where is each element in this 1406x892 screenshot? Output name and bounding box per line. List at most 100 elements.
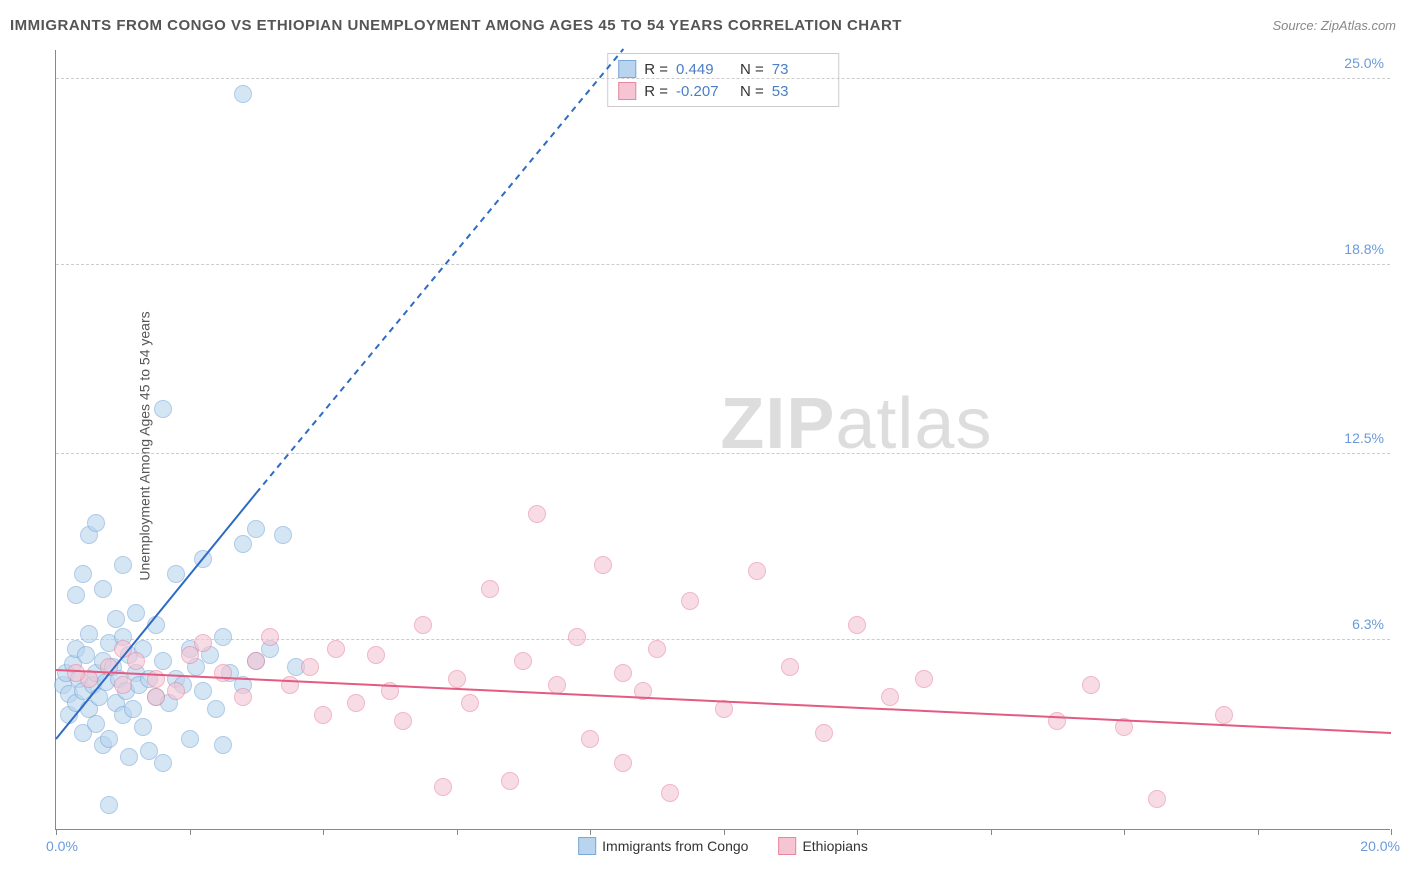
- data-point: [100, 796, 118, 814]
- data-point: [100, 730, 118, 748]
- x-tick: [991, 829, 992, 835]
- data-point: [501, 772, 519, 790]
- n-value-ethiopians: 53: [772, 83, 828, 100]
- n-label: N =: [740, 83, 764, 100]
- data-point: [247, 520, 265, 538]
- x-tick: [457, 829, 458, 835]
- x-tick: [590, 829, 591, 835]
- data-point: [87, 514, 105, 532]
- y-tick-label: 12.5%: [1344, 430, 1384, 446]
- data-point: [234, 688, 252, 706]
- data-point: [528, 505, 546, 523]
- legend-label-ethiopians: Ethiopians: [802, 838, 867, 854]
- data-point: [114, 556, 132, 574]
- data-point: [234, 85, 252, 103]
- swatch-congo: [618, 60, 636, 78]
- data-point: [114, 640, 132, 658]
- chart-header: IMMIGRANTS FROM CONGO VS ETHIOPIAN UNEMP…: [10, 10, 1396, 40]
- data-point: [181, 730, 199, 748]
- legend-label-congo: Immigrants from Congo: [602, 838, 748, 854]
- series-legend: Immigrants from Congo Ethiopians: [578, 837, 868, 855]
- data-point: [848, 616, 866, 634]
- data-point: [154, 652, 172, 670]
- x-tick-max: 20.0%: [1360, 838, 1400, 854]
- data-point: [1048, 712, 1066, 730]
- data-point: [194, 634, 212, 652]
- legend-row-congo: R = 0.449 N = 73: [618, 58, 828, 80]
- data-point: [301, 658, 319, 676]
- data-point: [207, 700, 225, 718]
- data-point: [147, 616, 165, 634]
- data-point: [648, 640, 666, 658]
- swatch-ethiopians: [778, 837, 796, 855]
- x-tick: [323, 829, 324, 835]
- data-point: [327, 640, 345, 658]
- gridline: [56, 264, 1390, 265]
- chart-container: IMMIGRANTS FROM CONGO VS ETHIOPIAN UNEMP…: [0, 0, 1406, 892]
- data-point: [548, 676, 566, 694]
- data-point: [434, 778, 452, 796]
- chart-source: Source: ZipAtlas.com: [1272, 18, 1396, 33]
- data-point: [147, 670, 165, 688]
- r-value-ethiopians: -0.207: [676, 83, 732, 100]
- y-tick-label: 6.3%: [1352, 616, 1384, 632]
- data-point: [448, 670, 466, 688]
- data-point: [167, 565, 185, 583]
- legend-item-congo: Immigrants from Congo: [578, 837, 748, 855]
- data-point: [214, 628, 232, 646]
- swatch-ethiopians: [618, 82, 636, 100]
- y-tick-label: 18.8%: [1344, 241, 1384, 257]
- data-point: [881, 688, 899, 706]
- data-point: [214, 736, 232, 754]
- swatch-congo: [578, 837, 596, 855]
- data-point: [614, 664, 632, 682]
- data-point: [167, 682, 185, 700]
- data-point: [134, 718, 152, 736]
- data-point: [274, 526, 292, 544]
- x-tick: [56, 829, 57, 835]
- data-point: [77, 646, 95, 664]
- legend-item-ethiopians: Ethiopians: [778, 837, 867, 855]
- data-point: [107, 610, 125, 628]
- gridline: [56, 639, 1390, 640]
- data-point: [120, 748, 138, 766]
- data-point: [681, 592, 699, 610]
- chart-title: IMMIGRANTS FROM CONGO VS ETHIOPIAN UNEMP…: [10, 17, 902, 34]
- x-tick-min: 0.0%: [46, 838, 78, 854]
- data-point: [781, 658, 799, 676]
- data-point: [127, 652, 145, 670]
- data-point: [715, 700, 733, 718]
- x-tick: [857, 829, 858, 835]
- x-tick: [1124, 829, 1125, 835]
- data-point: [748, 562, 766, 580]
- x-tick: [724, 829, 725, 835]
- x-tick: [1258, 829, 1259, 835]
- data-point: [581, 730, 599, 748]
- data-point: [594, 556, 612, 574]
- data-point: [234, 535, 252, 553]
- y-tick-label: 25.0%: [1344, 55, 1384, 71]
- data-point: [87, 715, 105, 733]
- data-point: [661, 784, 679, 802]
- r-value-congo: 0.449: [676, 61, 732, 78]
- plot-area: ZIPatlas R = 0.449 N = 73 R = -0.207 N =…: [55, 50, 1390, 830]
- data-point: [194, 682, 212, 700]
- data-point: [124, 700, 142, 718]
- data-point: [154, 754, 172, 772]
- data-point: [514, 652, 532, 670]
- gridline: [56, 453, 1390, 454]
- legend-row-ethiopians: R = -0.207 N = 53: [618, 80, 828, 102]
- data-point: [314, 706, 332, 724]
- n-value-congo: 73: [772, 61, 828, 78]
- x-tick: [1391, 829, 1392, 835]
- data-point: [154, 400, 172, 418]
- data-point: [414, 616, 432, 634]
- data-point: [394, 712, 412, 730]
- data-point: [67, 586, 85, 604]
- data-point: [634, 682, 652, 700]
- watermark-zip: ZIP: [720, 384, 835, 464]
- data-point: [1148, 790, 1166, 808]
- data-point: [347, 694, 365, 712]
- data-point: [367, 646, 385, 664]
- data-point: [815, 724, 833, 742]
